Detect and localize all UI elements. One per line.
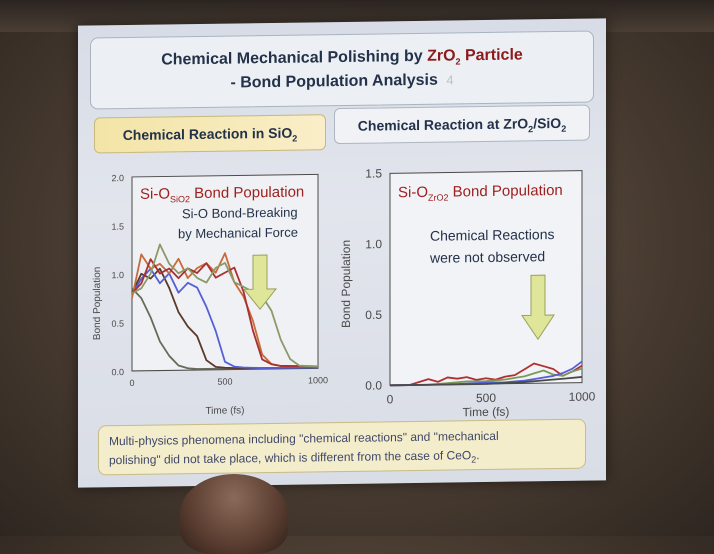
chart-annotation-line1: Chemical Reactions [430, 226, 554, 244]
down-arrow-icon [521, 274, 555, 341]
y-tick-label: 0.5 [365, 308, 382, 322]
slide-title-line1: Chemical Mechanical Polishing by ZrO2 Pa… [161, 46, 523, 69]
series-line-4 [131, 252, 319, 368]
plot-frame [389, 170, 583, 386]
series-line-3 [390, 360, 583, 387]
x-tick-label: 500 [476, 391, 496, 405]
x-tick-label: 0 [387, 392, 394, 406]
x-tick-label: 1000 [569, 389, 596, 403]
y-tick-label: 1.5 [111, 222, 124, 232]
chart-annotation-line2: were not observed [429, 248, 545, 266]
chart-title: Si-OZrO2 Bond Population [398, 182, 563, 203]
y-tick-label: 0.0 [365, 378, 382, 392]
right-section-header: Chemical Reaction at ZrO2/SiO2 [334, 104, 590, 145]
y-tick-label: 2.0 [111, 173, 124, 183]
conclusion-box: Multi-physics phenomena including "chemi… [98, 418, 586, 476]
projected-slide: Chemical Mechanical Polishing by ZrO2 Pa… [78, 18, 606, 488]
chart-title: Si-OSiO2 Bond Population [140, 184, 304, 205]
x-axis-label: Time (fs) [463, 405, 510, 420]
audience-head [180, 474, 288, 554]
x-tick-label: 500 [217, 377, 232, 387]
slide-title-line2: - Bond Population Analysis 4 [230, 71, 454, 92]
y-tick-label: 1.0 [111, 270, 124, 280]
right-bond-population-chart: 0.0 0.5 1.0 1.5 0 500 1000 Si-OZrO2 Bond Popul… [339, 166, 596, 420]
chart-annotation-line2: by Mechanical Force [178, 225, 298, 242]
series-line-6 [131, 243, 319, 368]
series-line-3 [131, 267, 318, 370]
series-line-2 [390, 367, 583, 387]
series-line-1 [390, 362, 583, 387]
y-tick-label: 1.5 [365, 166, 382, 180]
y-tick-label: 0.5 [111, 319, 124, 329]
left-bond-population-chart: 0.0 0.5 1.0 1.5 2.0 0 500 1000 Si-OSiO2 Bond Po… [92, 173, 328, 417]
x-axis-label: Time (fs) [205, 405, 244, 417]
slide-title-box: Chemical Mechanical Polishing by ZrO2 Pa… [90, 30, 594, 110]
x-tick-label: 1000 [308, 375, 328, 385]
y-axis-label: Bond Population [92, 267, 103, 341]
y-axis-label: Bond Population [339, 240, 353, 328]
chart-annotation-line1: Si-O Bond-Breaking [182, 205, 298, 222]
y-tick-label: 1.0 [365, 237, 382, 251]
y-tick-label: 0.0 [111, 367, 124, 377]
x-tick-label: 0 [129, 378, 134, 388]
down-arrow-icon [242, 254, 278, 310]
slide-number: 4 [446, 72, 454, 88]
series-line-5 [131, 258, 319, 368]
left-section-header: Chemical Reaction in SiO2 [94, 114, 326, 154]
series-line-4 [390, 376, 583, 387]
